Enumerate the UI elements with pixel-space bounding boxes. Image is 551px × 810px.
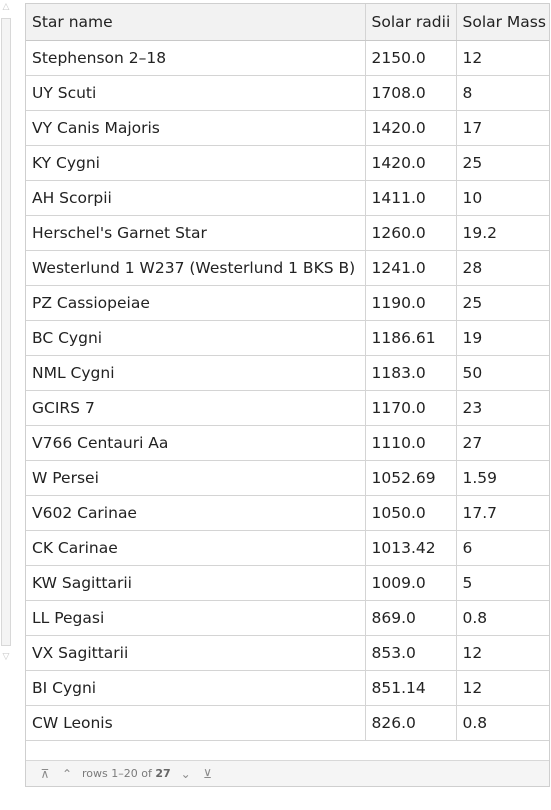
solar-radii-cell: 1110.0 (365, 425, 457, 461)
scroll-down-arrow-icon[interactable]: ▽ (2, 652, 10, 662)
star-name-cell: VX Sagittarii (26, 635, 366, 671)
first-page-icon[interactable]: ⊼ (40, 766, 50, 781)
solar-mass-cell: 12 (456, 635, 549, 671)
solar-mass-cell: 17 (456, 110, 549, 146)
solar-radii-cell: 2150.0 (365, 40, 457, 76)
scroll-up-arrow-icon[interactable]: △ (2, 2, 10, 12)
solar-radii-cell: 869.0 (365, 600, 457, 636)
solar-mass-cell: 0.8 (456, 705, 549, 741)
star-name-cell: V766 Centauri Aa (26, 425, 366, 461)
solar-radii-cell: 1050.0 (365, 495, 457, 531)
solar-radii-cell: 1420.0 (365, 145, 457, 181)
table-row: CW Leonis 826.0 0.8 (26, 705, 549, 741)
table-row: VX Sagittarii 853.0 12 (26, 635, 549, 671)
solar-radii-cell: 1420.0 (365, 110, 457, 146)
star-name-cell: Stephenson 2–18 (26, 40, 366, 76)
data-table-panel: Star name Solar radii Solar Mass Stephen… (25, 3, 550, 787)
solar-mass-cell: 25 (456, 285, 549, 321)
star-name-cell: BC Cygni (26, 320, 366, 356)
star-name-cell: UY Scuti (26, 75, 366, 111)
solar-mass-cell: 1.59 (456, 460, 549, 496)
solar-mass-cell: 25 (456, 145, 549, 181)
solar-radii-cell: 1186.61 (365, 320, 457, 356)
solar-mass-cell: 19.2 (456, 215, 549, 251)
star-name-cell: LL Pegasi (26, 600, 366, 636)
solar-mass-cell: 6 (456, 530, 549, 566)
solar-radii-cell: 826.0 (365, 705, 457, 741)
table-row: PZ Cassiopeiae 1190.0 25 (26, 285, 549, 321)
next-page-icon[interactable]: ⌄ (180, 766, 191, 781)
table-row: BC Cygni 1186.61 19 (26, 320, 549, 356)
table-row: KW Sagittarii 1009.0 5 (26, 565, 549, 601)
solar-mass-cell: 17.7 (456, 495, 549, 531)
solar-mass-cell: 8 (456, 75, 549, 111)
table-body: Stephenson 2–18 2150.0 12 UY Scuti 1708.0 8 VY… (26, 40, 549, 741)
solar-mass-cell: 23 (456, 390, 549, 426)
column-header-solar-radii[interactable]: Solar radii (365, 4, 457, 41)
star-name-cell: KW Sagittarii (26, 565, 366, 601)
star-name-cell: GCIRS 7 (26, 390, 366, 426)
solar-radii-cell: 1183.0 (365, 355, 457, 391)
solar-mass-cell: 12 (456, 670, 549, 706)
scrollbar-track[interactable] (1, 18, 11, 646)
stars-table: Star name Solar radii Solar Mass Stephen… (26, 4, 549, 741)
solar-mass-cell: 0.8 (456, 600, 549, 636)
solar-radii-cell: 1411.0 (365, 180, 457, 216)
solar-radii-cell: 1013.42 (365, 530, 457, 566)
solar-mass-cell: 19 (456, 320, 549, 356)
solar-radii-cell: 853.0 (365, 635, 457, 671)
column-header-star-name[interactable]: Star name (26, 4, 366, 41)
solar-mass-cell: 5 (456, 565, 549, 601)
column-header-solar-mass[interactable]: Solar Mass (456, 4, 549, 41)
star-name-cell: CW Leonis (26, 705, 366, 741)
table-row: LL Pegasi 869.0 0.8 (26, 600, 549, 636)
previous-page-icon[interactable]: ⌃ (61, 766, 73, 781)
star-name-cell: PZ Cassiopeiae (26, 285, 366, 321)
table-row: UY Scuti 1708.0 8 (26, 75, 549, 111)
star-name-cell: CK Carinae (26, 530, 366, 566)
rows-total: 27 (155, 767, 171, 780)
solar-radii-cell: 1052.69 (365, 460, 457, 496)
pagination-bar: ⊼ ⌃ rows 1–20 of 27 ⌄ ⊻ (26, 760, 549, 786)
star-name-cell: AH Scorpii (26, 180, 366, 216)
solar-radii-cell: 851.14 (365, 670, 457, 706)
table-row: NML Cygni 1183.0 50 (26, 355, 549, 391)
table-row: V602 Carinae 1050.0 17.7 (26, 495, 549, 531)
table-row: Westerlund 1 W237 (Westerlund 1 BKS B) 12… (26, 250, 549, 286)
last-page-icon[interactable]: ⊻ (203, 766, 213, 781)
table-row: Herschel's Garnet Star 1260.0 19.2 (26, 215, 549, 251)
star-name-cell: V602 Carinae (26, 495, 366, 531)
table-row: V766 Centauri Aa 1110.0 27 (26, 425, 549, 461)
solar-radii-cell: 1190.0 (365, 285, 457, 321)
table-row: AH Scorpii 1411.0 10 (26, 180, 549, 216)
solar-mass-cell: 10 (456, 180, 549, 216)
star-name-cell: VY Canis Majoris (26, 110, 366, 146)
solar-mass-cell: 50 (456, 355, 549, 391)
table-row: VY Canis Majoris 1420.0 17 (26, 110, 549, 146)
table-row: Stephenson 2–18 2150.0 12 (26, 40, 549, 76)
vertical-scrollbar[interactable]: △ ▽ (0, 2, 12, 662)
table-row: BI Cygni 851.14 12 (26, 670, 549, 706)
solar-mass-cell: 28 (456, 250, 549, 286)
solar-mass-cell: 27 (456, 425, 549, 461)
star-name-cell: NML Cygni (26, 355, 366, 391)
solar-mass-cell: 12 (456, 40, 549, 76)
rows-range-label: rows 1–20 of 27 (82, 767, 171, 780)
solar-radii-cell: 1170.0 (365, 390, 457, 426)
table-row: KY Cygni 1420.0 25 (26, 145, 549, 181)
solar-radii-cell: 1708.0 (365, 75, 457, 111)
table-row: CK Carinae 1013.42 6 (26, 530, 549, 566)
table-header-row: Star name Solar radii Solar Mass (26, 4, 549, 41)
solar-radii-cell: 1009.0 (365, 565, 457, 601)
star-name-cell: BI Cygni (26, 670, 366, 706)
solar-radii-cell: 1241.0 (365, 250, 457, 286)
solar-radii-cell: 1260.0 (365, 215, 457, 251)
star-name-cell: W Persei (26, 460, 366, 496)
star-name-cell: Westerlund 1 W237 (Westerlund 1 BKS B) (26, 250, 366, 286)
star-name-cell: KY Cygni (26, 145, 366, 181)
table-row: W Persei 1052.69 1.59 (26, 460, 549, 496)
table-row: GCIRS 7 1170.0 23 (26, 390, 549, 426)
star-name-cell: Herschel's Garnet Star (26, 215, 366, 251)
